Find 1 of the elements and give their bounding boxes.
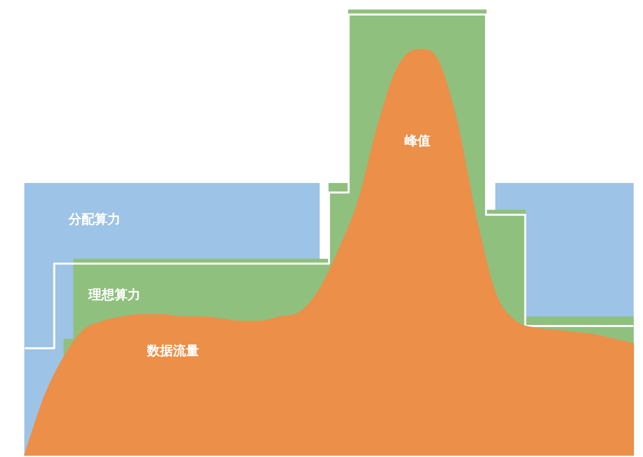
annotation: 峰值 bbox=[404, 134, 430, 150]
